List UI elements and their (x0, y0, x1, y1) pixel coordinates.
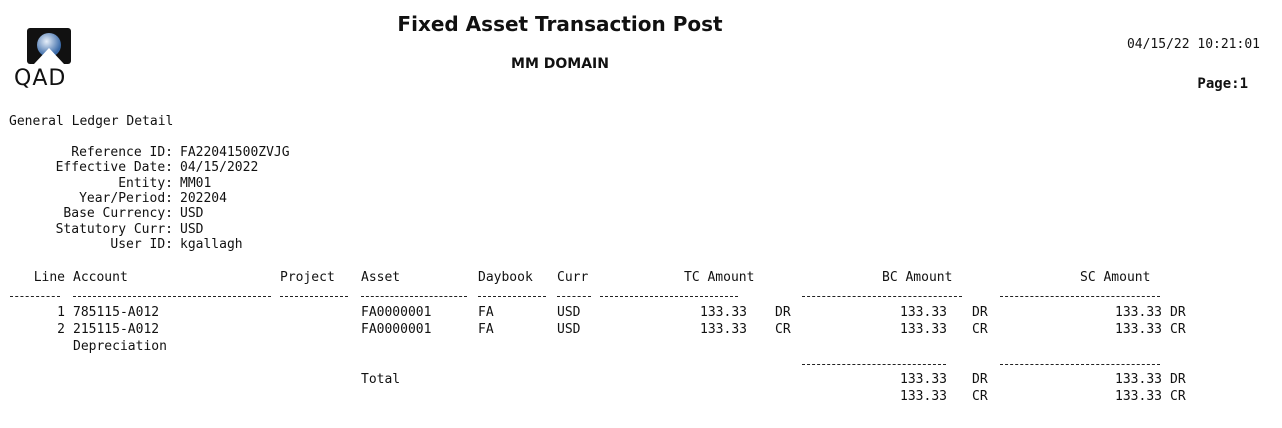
detail-value: USD (180, 222, 204, 237)
section-title: General Ledger Detail (9, 114, 174, 129)
detail-value: MM01 (180, 176, 212, 191)
daybook: FA (478, 305, 494, 320)
col-line: Line (33, 270, 65, 285)
qad-logo: QAD (14, 28, 72, 91)
total-bc-dr: 133.33 (900, 372, 947, 387)
separator-line (802, 296, 962, 297)
col-curr: Curr (557, 270, 589, 285)
detail-label: Entity: (118, 176, 173, 191)
bc-dr-cr: DR (972, 305, 988, 320)
separator-line (557, 296, 591, 297)
separator-line (361, 296, 467, 297)
detail-label: User ID: (110, 237, 173, 252)
tc-dr-cr: DR (775, 305, 791, 320)
line-number: 2 (57, 322, 65, 337)
total-bc-cr: 133.33 (900, 389, 947, 404)
asset: FA0000001 (361, 305, 432, 320)
detail-value: 202204 (180, 191, 227, 206)
detail-value: FA22041500ZVJG (180, 145, 290, 160)
col-bc-amount: BC Amount (882, 270, 953, 285)
bc-amount: 133.33 (900, 305, 947, 320)
separator-line (10, 296, 60, 297)
total-separator (1000, 364, 1160, 365)
separator-line (280, 296, 348, 297)
total-sc-dr: 133.33 (1115, 372, 1162, 387)
sc-amount: 133.33 (1115, 305, 1162, 320)
detail-label: Reference ID: (71, 145, 173, 160)
account: 215115-A012 (73, 322, 160, 337)
report-title: Fixed Asset Transaction Post (397, 12, 723, 36)
detail-label: Year/Period: (79, 191, 173, 206)
total-bc-dr-label: DR (972, 372, 988, 387)
col-daybook: Daybook (478, 270, 533, 285)
tc-dr-cr: CR (775, 322, 791, 337)
tc-amount: 133.33 (700, 305, 747, 320)
detail-value: kgallagh (180, 237, 243, 252)
detail-label: Effective Date: (55, 160, 173, 175)
total-separator (802, 364, 946, 365)
daybook: FA (478, 322, 494, 337)
bc-dr-cr: CR (972, 322, 988, 337)
col-sc-amount: SC Amount (1080, 270, 1151, 285)
col-asset: Asset (361, 270, 401, 285)
col-account: Account (73, 270, 128, 285)
separator-line (1000, 296, 1160, 297)
sc-dr-cr: CR (1170, 322, 1186, 337)
asset: FA0000001 (361, 322, 432, 337)
report-timestamp: 04/15/22 10:21:01 (1126, 37, 1260, 52)
detail-value: USD (180, 206, 204, 221)
total-sc-cr-label: CR (1170, 389, 1186, 404)
sc-dr-cr: DR (1170, 305, 1186, 320)
total-label: Total (361, 372, 401, 387)
detail-label: Base Currency: (63, 206, 173, 221)
total-sc-cr: 133.33 (1115, 389, 1162, 404)
qad-logo-icon (27, 28, 71, 64)
separator-line (478, 296, 546, 297)
currency: USD (557, 305, 581, 320)
bc-amount: 133.33 (900, 322, 947, 337)
currency: USD (557, 322, 581, 337)
page-number: Page:1 (1197, 76, 1248, 92)
account: 785115-A012 (73, 305, 160, 320)
total-bc-cr-label: CR (972, 389, 988, 404)
separator-line (73, 296, 271, 297)
account-description: Depreciation (73, 339, 167, 354)
tc-amount: 133.33 (700, 322, 747, 337)
line-number: 1 (57, 305, 65, 320)
domain-name: MM DOMAIN (511, 56, 609, 72)
separator-line (600, 296, 738, 297)
sc-amount: 133.33 (1115, 322, 1162, 337)
col-project: Project (280, 270, 335, 285)
col-tc-amount: TC Amount (684, 270, 755, 285)
qad-logo-text: QAD (14, 66, 67, 91)
detail-label: Statutory Curr: (55, 222, 173, 237)
detail-value: 04/15/2022 (180, 160, 259, 175)
total-sc-dr-label: DR (1170, 372, 1186, 387)
